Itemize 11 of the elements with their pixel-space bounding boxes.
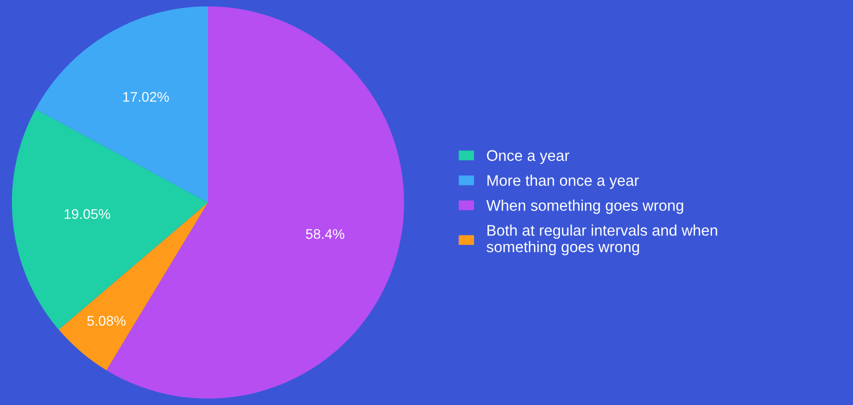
legend-label: More than once a year (488, 174, 639, 189)
data-label: 19.05% (64, 209, 110, 219)
pie-slice (12, 109, 208, 330)
legend-label: Once a year (486, 150, 570, 164)
pie-slice (58, 202, 208, 370)
data-label: 17.02% (123, 92, 169, 102)
legend-label: Both at regular intervals and when something goes wrong (486, 224, 718, 256)
legend-label: When something goes wrong (486, 200, 684, 214)
data-label: 5.08% (87, 316, 126, 326)
data-label: 58.4% (306, 229, 344, 239)
pie-slice (36, 6, 208, 202)
